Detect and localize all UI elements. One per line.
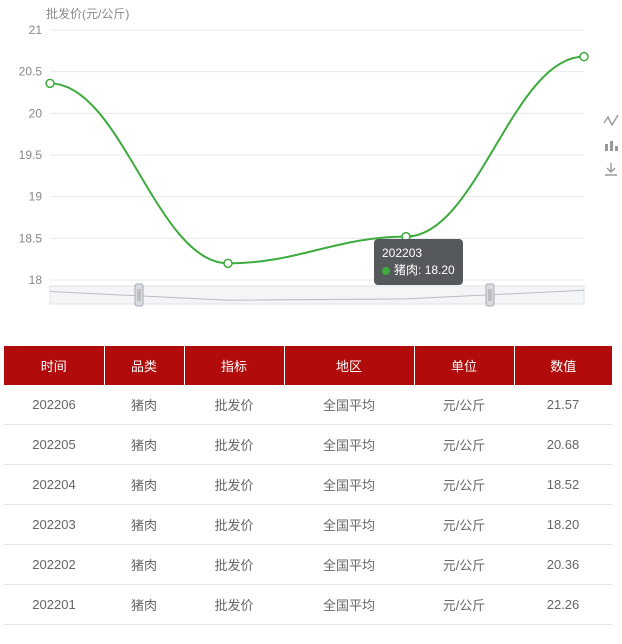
table-cell: 202203 xyxy=(4,505,104,545)
table-cell: 18.52 xyxy=(514,465,612,505)
table-cell: 元/公斤 xyxy=(414,585,514,625)
table-body: 202206猪肉批发价全国平均元/公斤21.57202205猪肉批发价全国平均元… xyxy=(4,385,612,625)
table-header-cell: 单位 xyxy=(414,346,514,385)
table-cell: 全国平均 xyxy=(284,585,414,625)
table-cell: 猪肉 xyxy=(104,425,184,465)
data-table: 时间品类指标地区单位数值 202206猪肉批发价全国平均元/公斤21.57202… xyxy=(4,346,612,625)
table-cell: 全国平均 xyxy=(284,465,414,505)
table-cell: 猪肉 xyxy=(104,385,184,425)
download-icon[interactable] xyxy=(602,160,620,178)
table-cell: 猪肉 xyxy=(104,505,184,545)
table-cell: 202205 xyxy=(4,425,104,465)
table-cell: 全国平均 xyxy=(284,545,414,585)
table-cell: 批发价 xyxy=(184,545,284,585)
table-cell: 批发价 xyxy=(184,585,284,625)
table-cell: 批发价 xyxy=(184,425,284,465)
table-row: 202205猪肉批发价全国平均元/公斤20.68 xyxy=(4,425,612,465)
table-header-cell: 品类 xyxy=(104,346,184,385)
chart-toolbar xyxy=(602,112,620,178)
table-cell: 18.20 xyxy=(514,505,612,545)
table-header-cell: 地区 xyxy=(284,346,414,385)
table-header-row: 时间品类指标地区单位数值 xyxy=(4,346,612,385)
table-cell: 22.26 xyxy=(514,585,612,625)
table-cell: 元/公斤 xyxy=(414,465,514,505)
table-cell: 全国平均 xyxy=(284,505,414,545)
svg-text:18: 18 xyxy=(29,273,43,287)
table-cell: 元/公斤 xyxy=(414,425,514,465)
svg-text:19: 19 xyxy=(29,190,43,204)
svg-text:19.5: 19.5 xyxy=(19,148,43,162)
table-cell: 批发价 xyxy=(184,465,284,505)
table-row: 202202猪肉批发价全国平均元/公斤20.36 xyxy=(4,545,612,585)
table-cell: 全国平均 xyxy=(284,425,414,465)
table-cell: 元/公斤 xyxy=(414,385,514,425)
svg-text:18.5: 18.5 xyxy=(19,231,43,245)
table-cell: 猪肉 xyxy=(104,545,184,585)
table-header-cell: 指标 xyxy=(184,346,284,385)
table-cell: 元/公斤 xyxy=(414,545,514,585)
svg-text:20: 20 xyxy=(29,106,43,120)
table-cell: 全国平均 xyxy=(284,385,414,425)
table-cell: 猪肉 xyxy=(104,465,184,505)
table-cell: 21.57 xyxy=(514,385,612,425)
table-cell: 猪肉 xyxy=(104,585,184,625)
table-cell: 20.68 xyxy=(514,425,612,465)
table-cell: 202202 xyxy=(4,545,104,585)
table-cell: 批发价 xyxy=(184,505,284,545)
table-cell: 202204 xyxy=(4,465,104,505)
table-cell: 20.36 xyxy=(514,545,612,585)
table-header-cell: 时间 xyxy=(4,346,104,385)
svg-text:批发价(元/公斤): 批发价(元/公斤) xyxy=(46,6,129,21)
svg-text:20.5: 20.5 xyxy=(19,65,43,79)
table-row: 202203猪肉批发价全国平均元/公斤18.20 xyxy=(4,505,612,545)
line-view-icon[interactable] xyxy=(602,112,620,130)
table-cell: 202201 xyxy=(4,585,104,625)
table-cell: 批发价 xyxy=(184,385,284,425)
table-cell: 202206 xyxy=(4,385,104,425)
chart-svg: 批发价(元/公斤)1818.51919.52020.52120220220220… xyxy=(4,4,618,320)
table-row: 202201猪肉批发价全国平均元/公斤22.26 xyxy=(4,585,612,625)
table-row: 202206猪肉批发价全国平均元/公斤21.57 xyxy=(4,385,612,425)
table-row: 202204猪肉批发价全国平均元/公斤18.52 xyxy=(4,465,612,505)
table-header-cell: 数值 xyxy=(514,346,612,385)
price-chart: 批发价(元/公斤)1818.51919.52020.52120220220220… xyxy=(4,4,618,334)
table-head: 时间品类指标地区单位数值 xyxy=(4,346,612,385)
bar-view-icon[interactable] xyxy=(602,136,620,154)
svg-text:21: 21 xyxy=(29,23,43,37)
table-cell: 元/公斤 xyxy=(414,505,514,545)
